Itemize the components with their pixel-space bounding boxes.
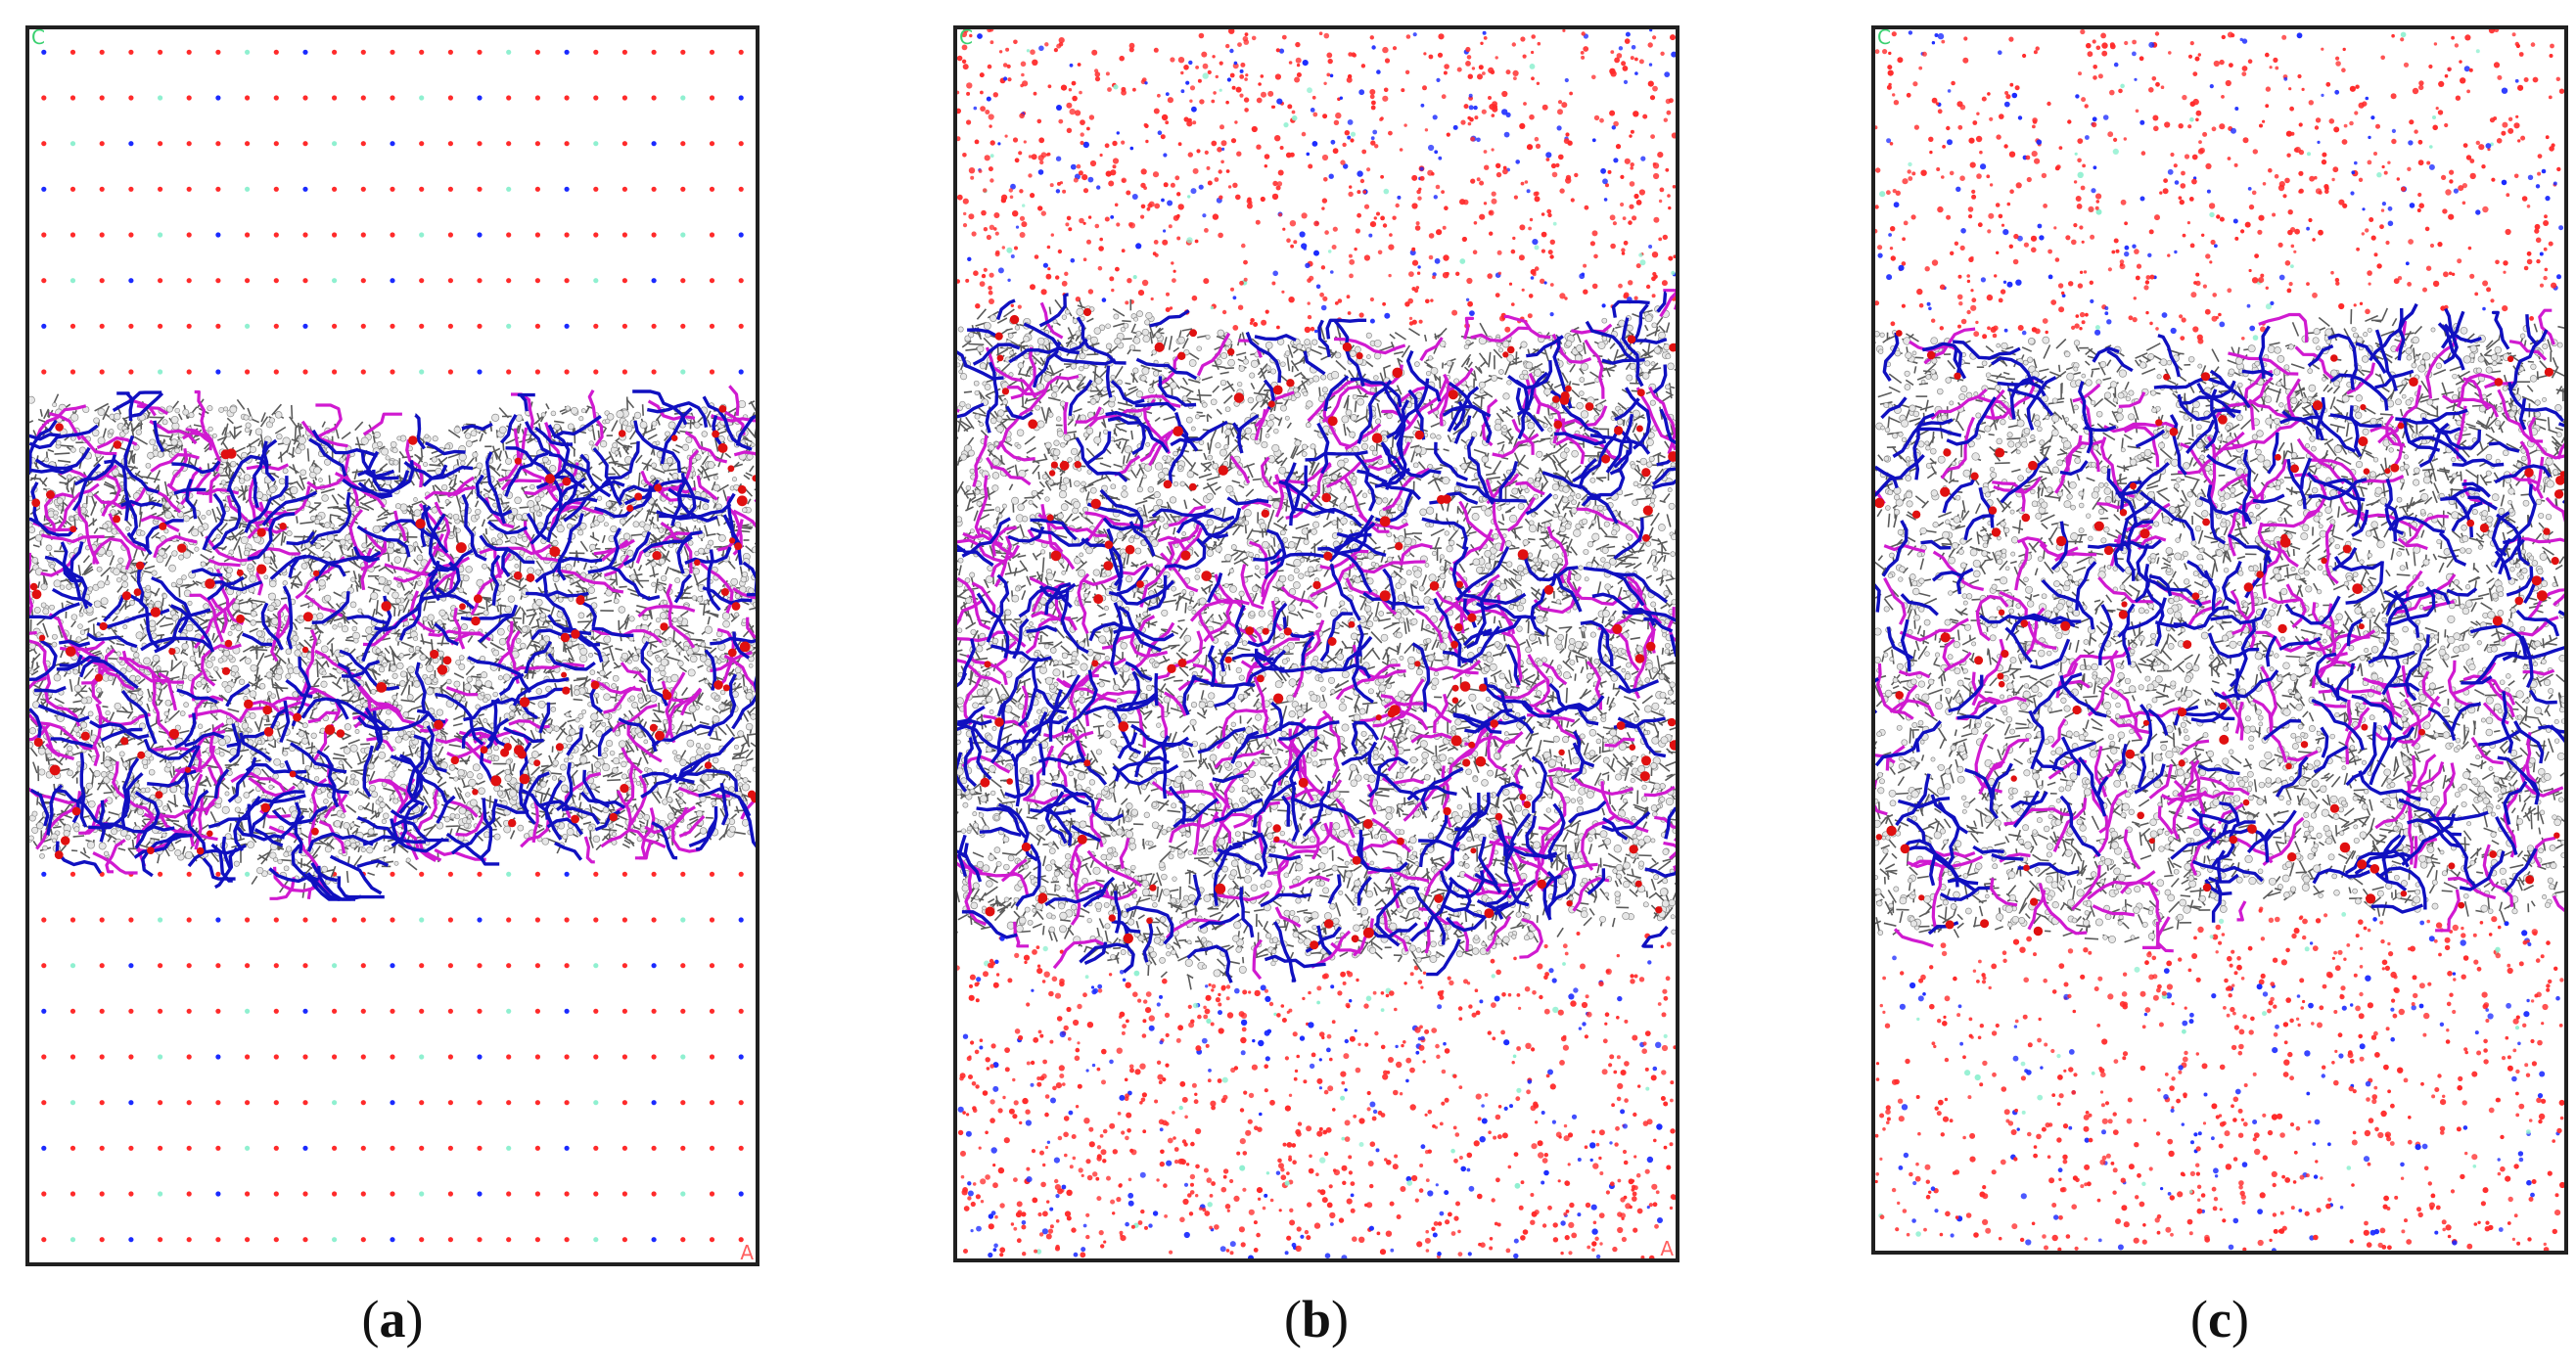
membrane-layer [29,384,756,901]
caption-a-letter: a [380,1290,406,1348]
simulation-box-c: C [1871,25,2568,1255]
axis-label-c-b: C [959,29,973,47]
solvent-layer [1875,29,2564,1251]
molecular-snapshot-a [29,49,756,1243]
solvent-layer [41,49,744,1243]
axis-label-a-b: A [1660,1239,1674,1258]
caption-b-close: ) [1331,1290,1349,1348]
caption-b-letter: b [1302,1290,1331,1348]
molecular-snapshot-b [957,29,1676,1258]
caption-b-open: ( [1284,1290,1302,1348]
solvent-layer [957,29,1676,1258]
caption-c-close: ) [2231,1290,2249,1348]
membrane-layer [957,289,1676,990]
caption-a: (a) [295,1288,490,1350]
caption-c-open: ( [2190,1290,2208,1348]
caption-b: (b) [1219,1288,1414,1350]
caption-a-close: ) [406,1290,424,1348]
axis-label-c-a: C [31,29,45,47]
molecular-snapshot-c [1875,29,2564,1251]
simulation-box-a: C A [25,25,759,1266]
caption-a-open: ( [362,1290,380,1348]
caption-c: (c) [2122,1288,2318,1350]
caption-c-letter: c [2208,1290,2231,1348]
axis-label-c-c: C [1877,29,1891,47]
simulation-box-b: C A [953,25,1679,1262]
membrane-layer [1875,302,2564,953]
axis-label-a-a: A [740,1243,754,1262]
